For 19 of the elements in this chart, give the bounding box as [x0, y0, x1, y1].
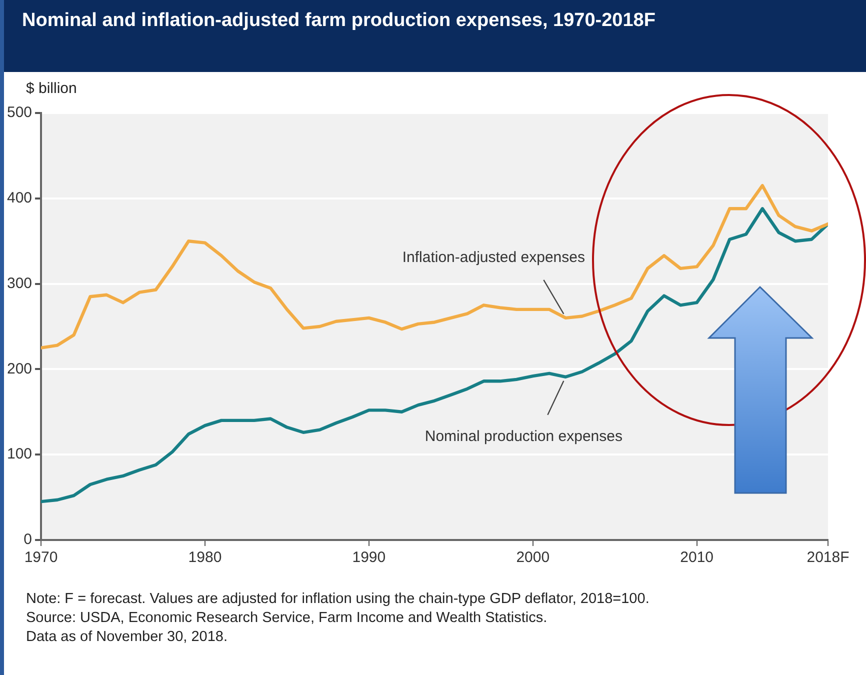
x-tick-label: 1970	[24, 549, 58, 566]
y-tick-label: 100	[6, 446, 32, 463]
x-tick-label: 1980	[188, 549, 222, 566]
chart-title: Nominal and inflation-adjusted farm production expenses, 1970-2018F	[4, 0, 866, 72]
annotation: Inflation-adjusted expenses	[402, 249, 585, 266]
y-tick-label: 0	[24, 531, 32, 548]
source-note: Source: USDA, Economic Research Service, Farm Income and Wealth Statistics.	[26, 609, 548, 628]
x-tick-label: 2018F	[806, 549, 850, 566]
x-tick-label: 1990	[352, 549, 386, 566]
y-tick-label: 300	[6, 274, 32, 292]
annotation: Nominal production expenses	[424, 428, 622, 446]
x-tick-label: 2010	[680, 549, 714, 566]
text: Data as of November 30, 2018.	[26, 628, 229, 647]
y-tick-label: 200	[6, 360, 32, 378]
x-tick-label: 2000	[516, 549, 550, 566]
y-axis-title: $ billion	[26, 80, 77, 97]
y-tick-label: 500	[6, 104, 32, 122]
y-tick-label: 400	[6, 190, 32, 207]
text: Note: F = forecast. Values are adjusted for inflation using the chain-type GDP deflator, 2018=100.	[26, 590, 650, 609]
